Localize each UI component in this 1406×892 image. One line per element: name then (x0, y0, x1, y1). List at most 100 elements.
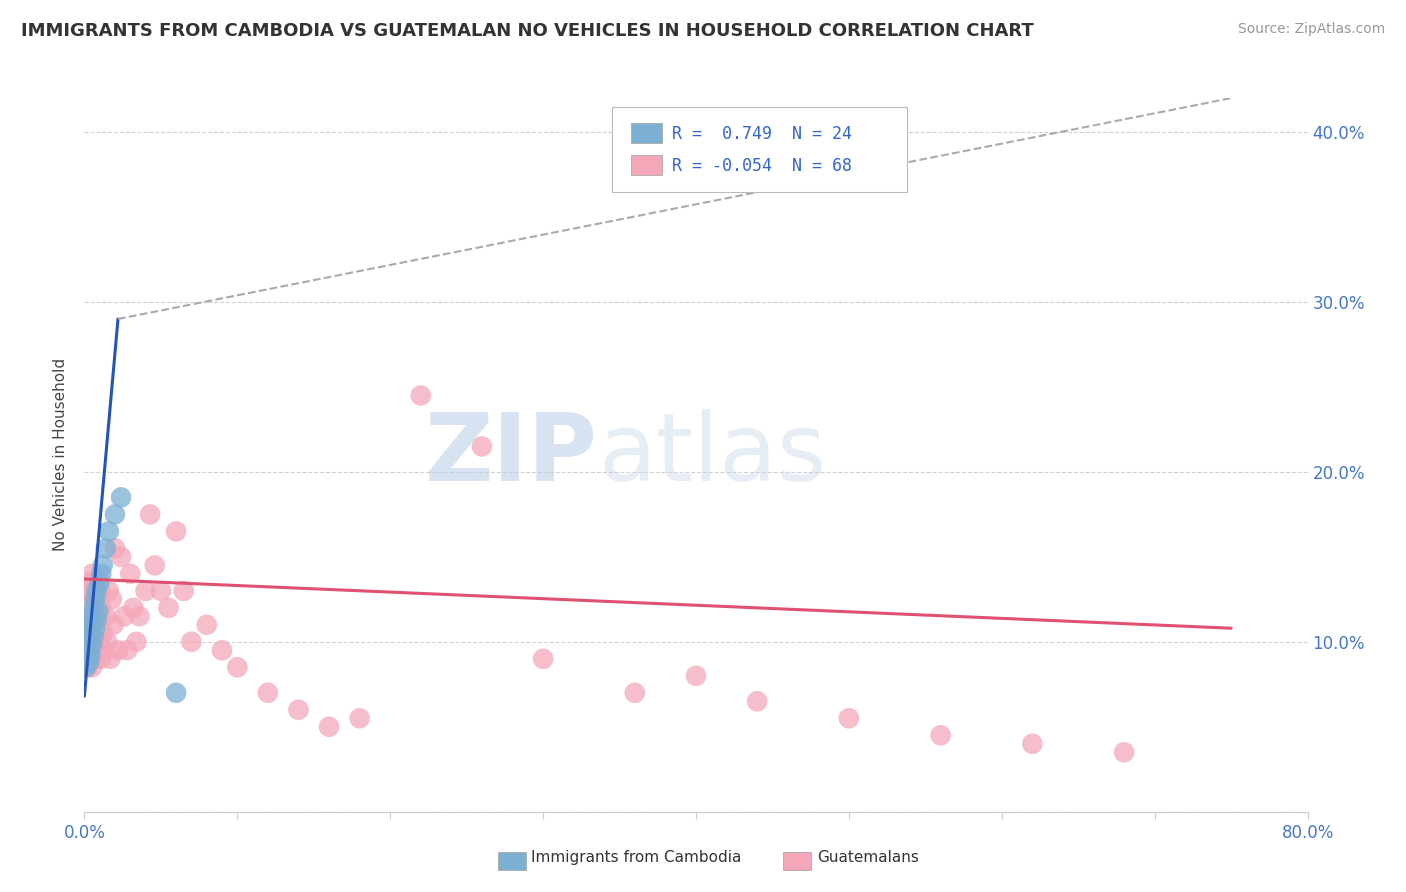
Y-axis label: No Vehicles in Household: No Vehicles in Household (53, 359, 69, 551)
Point (257, 686, 280, 700)
Text: IMMIGRANTS FROM CAMBODIA VS GUATEMALAN NO VEHICLES IN HOUSEHOLD CORRELATION CHAR: IMMIGRANTS FROM CAMBODIA VS GUATEMALAN N… (21, 22, 1033, 40)
Point (79, 648, 101, 663)
Point (77, 626, 100, 640)
Point (80, 592, 103, 607)
Point (83, 600, 105, 615)
Point (87, 609, 110, 624)
Point (91, 558, 114, 573)
Point (139, 508, 162, 522)
Text: Guatemalans: Guatemalans (817, 850, 918, 864)
Point (86, 583, 108, 598)
Text: Source: ZipAtlas.com: Source: ZipAtlas.com (1237, 22, 1385, 37)
Point (84, 592, 107, 607)
Point (84, 583, 107, 598)
Point (165, 524, 187, 539)
Point (83, 630, 105, 644)
Point (90, 652, 112, 666)
Point (157, 600, 180, 615)
Point (80, 609, 103, 624)
Point (120, 566, 142, 581)
Point (149, 583, 172, 598)
Point (79, 635, 101, 649)
Point (103, 617, 125, 632)
Point (80, 660, 103, 674)
Point (1021, 737, 1043, 751)
Point (107, 643, 129, 657)
Point (90, 566, 112, 581)
Point (75, 643, 97, 657)
Point (75, 660, 97, 674)
Point (76, 583, 98, 598)
Point (79, 609, 101, 624)
Point (173, 583, 195, 598)
Point (110, 491, 132, 505)
Point (77, 652, 100, 666)
Point (624, 686, 647, 700)
Point (86, 652, 108, 666)
Point (89, 575, 111, 590)
Point (125, 635, 148, 649)
Point (87, 643, 110, 657)
Point (409, 388, 432, 402)
Point (77, 575, 100, 590)
Point (76, 635, 98, 649)
Point (531, 652, 554, 666)
Point (143, 558, 166, 573)
Point (165, 686, 187, 700)
Point (94, 541, 117, 556)
Point (97, 524, 120, 539)
Point (101, 592, 124, 607)
Point (75, 600, 97, 615)
Point (80, 638, 103, 652)
Point (122, 600, 145, 615)
Point (318, 720, 340, 734)
Point (89, 635, 111, 649)
Point (94, 609, 117, 624)
Point (747, 694, 769, 708)
Point (112, 609, 135, 624)
Point (83, 609, 105, 624)
Point (104, 541, 127, 556)
Point (93, 643, 115, 657)
Point (1114, 745, 1136, 759)
Point (104, 508, 127, 522)
Point (76, 660, 98, 674)
Point (79, 617, 101, 632)
Text: Immigrants from Cambodia: Immigrants from Cambodia (531, 850, 742, 864)
Point (87, 604, 110, 618)
Point (110, 549, 132, 564)
Point (76, 626, 98, 640)
Point (226, 660, 249, 674)
Point (195, 617, 218, 632)
Point (80, 566, 103, 581)
Point (76, 643, 98, 657)
Point (90, 600, 112, 615)
Point (128, 609, 150, 624)
Point (98, 652, 121, 666)
Point (77, 655, 100, 669)
Point (86, 600, 108, 615)
Point (84, 635, 107, 649)
Text: ZIP: ZIP (425, 409, 598, 501)
Point (211, 643, 233, 657)
Point (79, 643, 101, 657)
Point (929, 728, 952, 742)
Point (115, 643, 138, 657)
Point (77, 617, 100, 632)
Point (471, 439, 494, 453)
Point (89, 583, 111, 598)
Point (287, 703, 309, 717)
Point (838, 711, 860, 725)
Point (180, 635, 202, 649)
Text: R = -0.054  N = 68: R = -0.054 N = 68 (672, 157, 852, 175)
Point (91, 626, 114, 640)
Point (97, 583, 120, 598)
Point (349, 711, 371, 725)
Point (685, 669, 707, 683)
Point (83, 652, 105, 666)
Text: R =  0.749  N = 24: R = 0.749 N = 24 (672, 125, 852, 143)
Text: atlas: atlas (598, 409, 827, 501)
Point (96, 635, 118, 649)
Point (86, 613, 108, 627)
Point (135, 583, 157, 598)
